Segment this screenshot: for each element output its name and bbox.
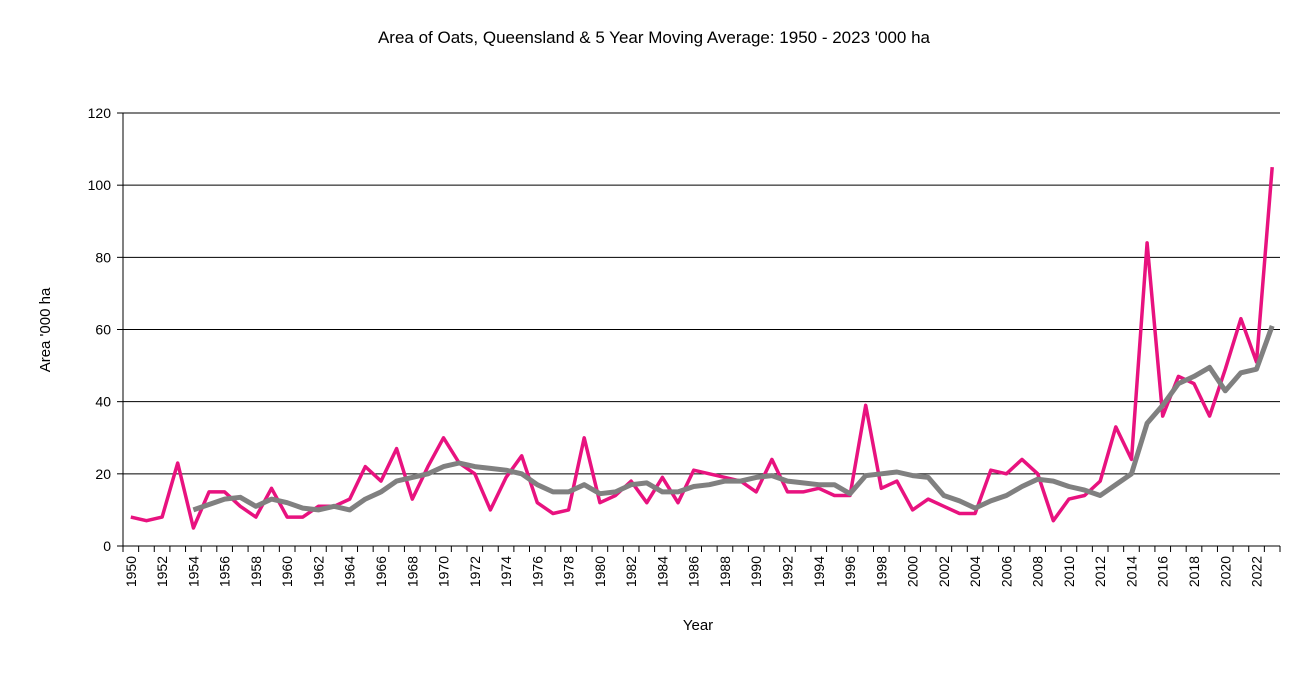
x-tick-label: 1978 [561, 556, 577, 587]
x-tick-label: 1956 [217, 556, 233, 587]
y-tick-label: 80 [95, 249, 111, 265]
gridlines [123, 112, 1280, 475]
x-tick-label: 2014 [1123, 556, 1139, 587]
x-tick-label: 1986 [686, 556, 702, 587]
x-tick-label: 1968 [404, 556, 420, 587]
x-tick-label: 1998 [873, 556, 889, 587]
x-tick-label: 1974 [498, 556, 514, 587]
x-tick-label: 1958 [248, 556, 264, 587]
x-tick-label: 2012 [1092, 556, 1108, 587]
x-tick-label: 1988 [717, 556, 733, 587]
x-tick-label: 1976 [529, 556, 545, 587]
x-axis-label: Year [683, 617, 713, 634]
x-tick-label: 1994 [811, 556, 827, 587]
x-tick-label: 1960 [279, 556, 295, 587]
y-tick-label: 100 [88, 177, 112, 193]
x-tick-label: 1954 [185, 556, 201, 587]
x-tick-label: 1996 [842, 556, 858, 587]
x-tick-label: 2020 [1217, 556, 1233, 587]
x-tick-label: 1982 [623, 556, 639, 587]
tick-labels: 0 20 40 60 80 100 120 1950 1952 1954 1956 1958 1960 1… [88, 105, 1265, 587]
series-line-moving-average [192, 325, 1275, 513]
y-tick-label: 0 [103, 538, 111, 554]
x-tick-label: 1970 [436, 556, 452, 587]
y-tick-label: 60 [95, 322, 111, 338]
x-tick-label: 1972 [467, 556, 483, 587]
x-tick-label: 1992 [779, 556, 795, 587]
x-tick-label: 2022 [1249, 556, 1265, 587]
x-tick-label: 1984 [654, 556, 670, 587]
series [130, 166, 1275, 530]
x-tick-label: 1950 [123, 556, 139, 587]
x-tick-label: 2008 [1030, 556, 1046, 587]
y-tick-label: 20 [95, 466, 111, 482]
y-axis-label: Area '000 ha [37, 287, 54, 372]
series-line-area-of-oats [130, 166, 1274, 530]
x-tick-label: 1966 [373, 556, 389, 587]
x-tick-label: 1980 [592, 556, 608, 587]
y-tick-label: 120 [88, 105, 112, 121]
x-tick-label: 1964 [342, 556, 358, 587]
x-tick-label: 1962 [310, 556, 326, 587]
x-tick-label: 2006 [998, 556, 1014, 587]
x-tick-label: 2000 [905, 556, 921, 587]
x-tick-label: 2002 [936, 556, 952, 587]
x-tick-label: 2004 [967, 556, 983, 587]
x-tick-label: 1990 [748, 556, 764, 587]
x-tick-label: 2016 [1155, 556, 1171, 587]
x-tick-label: 2018 [1186, 556, 1202, 587]
x-tick-label: 2010 [1061, 556, 1077, 587]
axes [117, 112, 1281, 552]
chart-title: Area of Oats, Queensland & 5 Year Moving… [377, 28, 931, 47]
y-tick-label: 40 [95, 394, 111, 410]
x-tick-label: 1952 [154, 556, 170, 587]
